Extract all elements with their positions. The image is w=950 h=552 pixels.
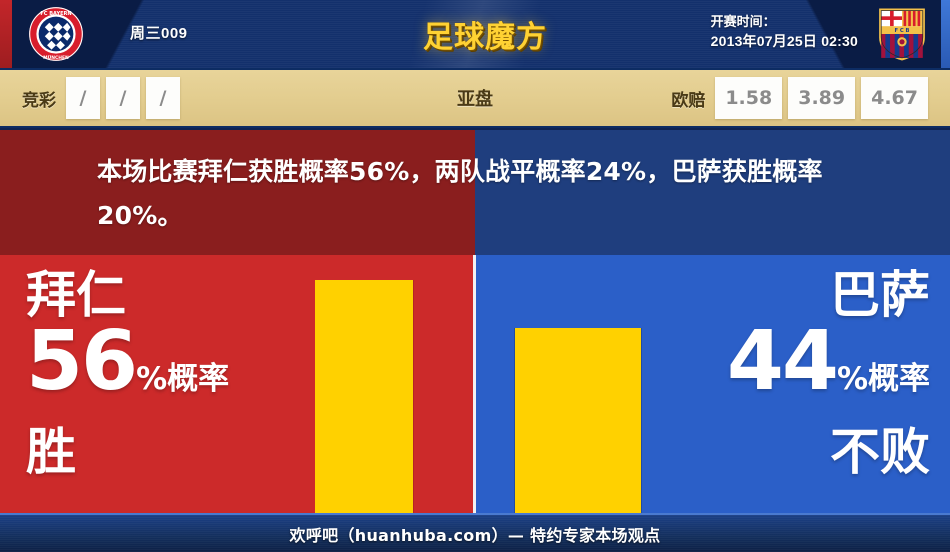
odds-bar: 竞彩 / / / 亚盘 欧赔 1.58 3.89 4.67	[0, 68, 950, 128]
away-stat-block: 巴萨 44%概率 不败	[727, 265, 930, 483]
kickoff-time: 2013年07月25日 02:30	[710, 33, 858, 49]
away-probability-value: 44	[726, 314, 839, 409]
away-probability-suffix: %概率	[836, 361, 930, 397]
header-edge-blue	[941, 0, 950, 68]
kickoff-label: 开赛时间：	[710, 14, 776, 29]
svg-text:MÜNCHEN: MÜNCHEN	[43, 54, 69, 61]
summary-banner-right-bg	[475, 130, 950, 255]
euro-odds-label: 欧赔	[671, 90, 706, 111]
match-number: 周三009	[130, 25, 188, 42]
asian-handicap-label: 亚盘	[457, 89, 493, 110]
euro-odds-home[interactable]: 1.58	[715, 77, 783, 119]
home-stat-block: 拜仁 56%概率 胜	[26, 265, 229, 483]
summary-banner-left-bg	[0, 130, 475, 255]
fc-bayern-munich-crest-icon: FC BAYERN MÜNCHEN	[29, 7, 83, 61]
jingcai-label: 竞彩	[22, 90, 56, 111]
euro-odds-group: 欧赔 1.58 3.89 4.67	[671, 77, 928, 119]
match-header: FC BAYERN MÜNCHEN 周三009 足球魔方 开赛时间： 2013年…	[0, 0, 950, 68]
home-team-name: 拜仁	[26, 266, 126, 324]
bar-away-probability	[515, 328, 641, 513]
summary-banner: 本场比赛拜仁获胜概率56%，两队战平概率24%，巴萨获胜概率20%。	[0, 130, 950, 255]
summary-text: 本场比赛拜仁获胜概率56%，两队战平概率24%，巴萨获胜概率20%。	[97, 157, 823, 230]
jingcai-value-2[interactable]: /	[106, 77, 140, 119]
away-team-name: 巴萨	[830, 266, 930, 324]
home-probability-suffix: %概率	[136, 361, 230, 397]
home-outcome-label: 胜	[26, 423, 76, 481]
jingcai-odds-group: 竞彩 / / /	[22, 77, 180, 119]
away-outcome-label: 不败	[830, 423, 930, 481]
header-edge-red	[0, 0, 12, 68]
svg-text:FC BAYERN: FC BAYERN	[40, 11, 71, 17]
euro-odds-away[interactable]: 4.67	[861, 77, 928, 119]
jingcai-value-3[interactable]: /	[146, 77, 180, 119]
svg-text:F C B: F C B	[895, 28, 910, 34]
euro-odds-draw[interactable]: 3.89	[788, 77, 856, 119]
chart-divider	[473, 255, 476, 513]
footer-bar: 欢呼吧（huanhuba.com）— 特约专家本场观点	[0, 513, 950, 552]
home-probability-value: 56	[26, 314, 138, 409]
footer-credit-text: 欢呼吧（huanhuba.com）— 特约专家本场观点	[289, 525, 661, 545]
home-probability-row: 56%概率	[26, 321, 230, 421]
away-probability-row: 44%概率	[727, 321, 930, 421]
fc-barcelona-crest-icon: F C B	[879, 8, 925, 61]
probability-bar-chart: 拜仁 56%概率 胜 巴萨 44%概率 不败	[0, 255, 950, 513]
jingcai-value-1[interactable]: /	[66, 77, 100, 119]
kickoff-info: 开赛时间： 2013年07月25日 02:30	[711, 12, 858, 51]
site-logo[interactable]: 足球魔方	[423, 20, 547, 55]
bar-home-probability	[315, 280, 413, 513]
